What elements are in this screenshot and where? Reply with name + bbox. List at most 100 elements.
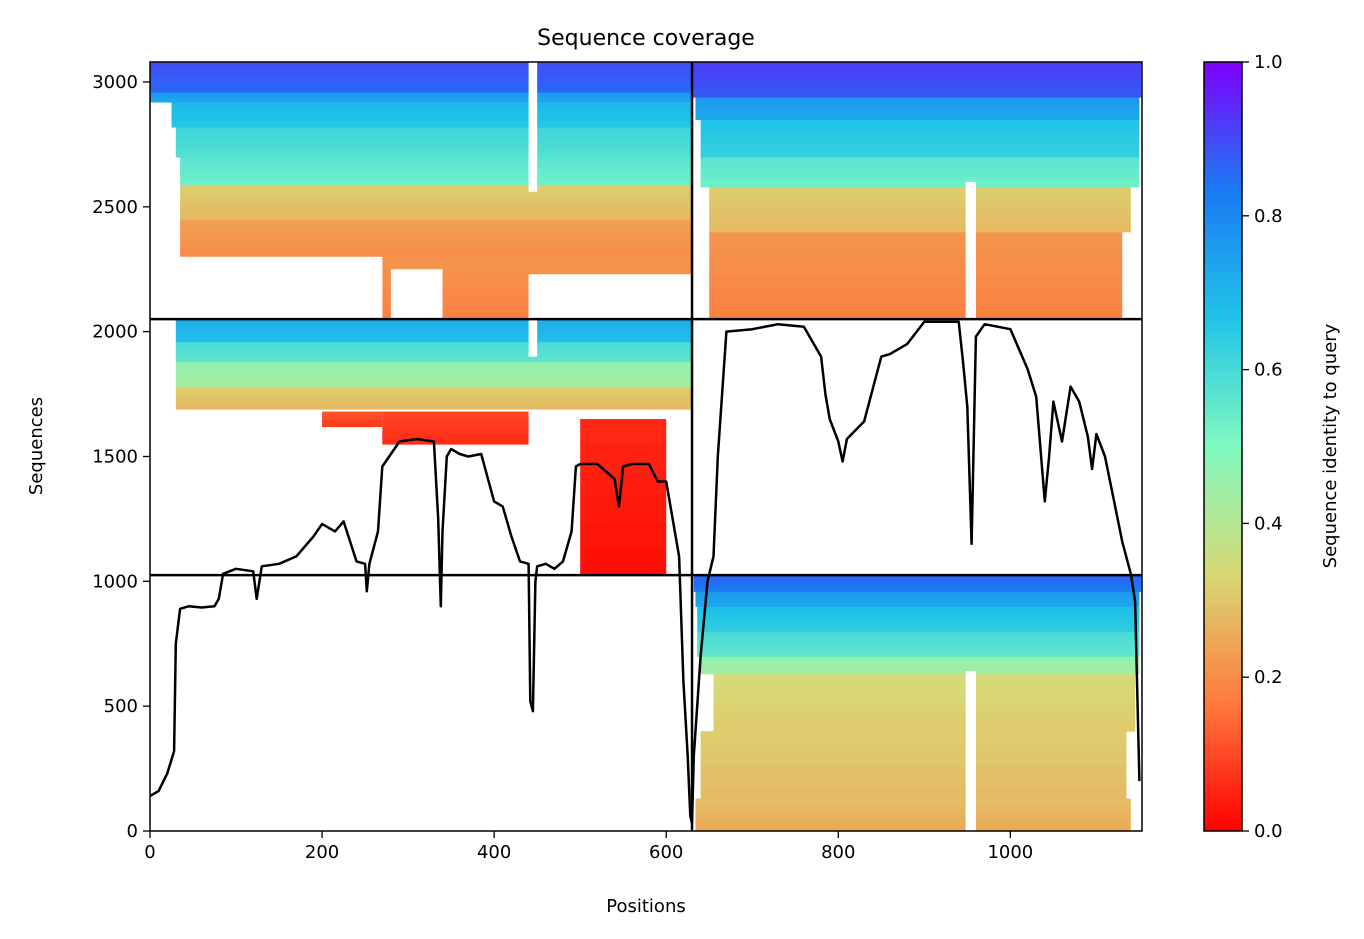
chain-dividers xyxy=(150,62,1142,831)
heatmap-cell xyxy=(175,365,693,371)
heatmap-cell xyxy=(171,122,693,128)
heatmap-cell xyxy=(175,330,693,335)
heatmap-cell xyxy=(713,692,1136,704)
x-axis-label: Positions xyxy=(606,896,685,917)
heatmap-cell xyxy=(180,156,693,163)
heatmap-cell xyxy=(382,267,693,279)
heatmap-cell xyxy=(692,67,1142,75)
coverage-gap xyxy=(528,62,538,192)
heatmap-cell xyxy=(150,91,693,95)
colorbar-gradient xyxy=(1203,61,1243,832)
colorbar: 0.0 0.2 0.4 0.6 0.8 1.0 Sequence identity to … xyxy=(1203,52,1341,842)
heatmap-cell xyxy=(695,798,1131,805)
heatmap-cell xyxy=(322,424,383,428)
heatmap-cell xyxy=(175,369,693,375)
heatmap-cell xyxy=(180,207,693,215)
heatmap-cell xyxy=(150,81,693,88)
heatmap-cell xyxy=(713,673,1136,684)
colorbar-tick-label: 1.0 xyxy=(1254,52,1283,73)
heatmap-cell xyxy=(175,141,693,148)
heatmap-cell xyxy=(175,382,693,388)
heatmap-cell xyxy=(175,397,693,403)
coverage-line xyxy=(150,320,1141,825)
heatmap-cell xyxy=(697,652,1140,657)
heatmap-cell xyxy=(695,601,1140,605)
heatmap-cell xyxy=(695,809,1131,816)
heatmap-cell xyxy=(693,577,1142,582)
colorbar-tick-label: 0.6 xyxy=(1254,360,1283,381)
heatmap-cell xyxy=(175,351,693,356)
heatmap-cell xyxy=(713,711,1136,723)
x-tick-label: 600 xyxy=(649,842,683,863)
heatmap-cell xyxy=(180,231,693,239)
heatmap-cell xyxy=(695,603,1140,607)
heatmap-cell xyxy=(382,427,529,434)
heatmap-cell xyxy=(175,390,693,395)
heatmap-cell xyxy=(580,523,667,550)
heatmap-cell xyxy=(150,76,693,83)
heatmap-cell xyxy=(695,598,1140,602)
y-axis-label: Sequences xyxy=(26,397,47,495)
heatmap-cell xyxy=(171,110,693,116)
heatmap-cell xyxy=(709,201,1131,210)
heatmap-cell xyxy=(180,213,693,220)
heatmap-cell xyxy=(700,753,1127,766)
heatmap-cell xyxy=(175,151,693,158)
heatmap-cell xyxy=(382,422,529,429)
heatmap-cell xyxy=(693,585,1142,590)
coverage-gap xyxy=(528,274,693,320)
heatmap-cell xyxy=(322,414,383,418)
heatmap-cell xyxy=(700,171,1140,178)
heatmap-cell xyxy=(700,731,1127,743)
heatmap-cell xyxy=(695,104,1140,109)
heatmap-cell xyxy=(322,421,383,425)
heatmap-cell xyxy=(697,635,1140,641)
heatmap-cell xyxy=(695,825,1131,831)
heatmap-cell xyxy=(697,627,1140,632)
x-tick-label: 1000 xyxy=(987,842,1033,863)
colorbar-tick-label: 0.0 xyxy=(1254,821,1283,842)
x-axis: 0 200 400 600 800 1000 xyxy=(144,831,1033,863)
heatmap-cell xyxy=(709,209,1131,218)
heatmap-cell xyxy=(695,100,1140,106)
heatmap-cell xyxy=(713,683,1136,694)
heatmap-cell xyxy=(700,656,1140,660)
heatmap-cell xyxy=(693,588,1142,592)
coverage-gap xyxy=(390,269,443,320)
heatmap-cell xyxy=(171,101,693,107)
heatmap-cell xyxy=(382,416,529,423)
coverage-gap xyxy=(965,181,976,320)
heatmap-cell xyxy=(709,231,1123,247)
heatmap-cell xyxy=(700,670,1140,675)
heatmap-cell xyxy=(175,136,693,143)
heatmap-cell xyxy=(175,405,693,410)
heatmap-cell xyxy=(150,62,693,68)
heatmap-cell xyxy=(175,358,693,363)
y-tick-label: 1000 xyxy=(92,571,138,592)
y-tick-label: 3000 xyxy=(92,72,138,93)
colorbar-tick-label: 0.2 xyxy=(1254,667,1283,688)
heatmap-cell xyxy=(693,583,1142,587)
heatmap-cell xyxy=(700,659,1140,663)
heatmap-cell xyxy=(175,374,693,379)
x-tick-label: 800 xyxy=(821,842,855,863)
heatmap-cell xyxy=(175,341,693,346)
heatmap-cell xyxy=(150,86,693,93)
colorbar-tick-label: 0.4 xyxy=(1254,513,1283,534)
heatmap-cell xyxy=(693,575,1142,579)
heatmap-cell xyxy=(322,419,383,423)
heatmap-cell xyxy=(692,79,1142,86)
heatmap-cell xyxy=(700,138,1140,145)
heatmap-cell xyxy=(695,820,1131,827)
heatmap-cell xyxy=(700,144,1140,152)
heatmap-cell xyxy=(695,814,1131,821)
heatmap-cell xyxy=(180,244,693,252)
colorbar-label: Sequence identity to query xyxy=(1320,323,1341,568)
heatmap-cell xyxy=(709,260,1123,277)
colorbar-ticks: 0.0 0.2 0.4 0.6 0.8 1.0 xyxy=(1242,52,1283,842)
x-tick-label: 200 xyxy=(305,842,339,863)
heatmap-cell xyxy=(697,614,1140,620)
heatmap-cell xyxy=(382,438,529,445)
y-axis: 0 500 1000 1500 2000 2500 3000 xyxy=(92,72,150,842)
